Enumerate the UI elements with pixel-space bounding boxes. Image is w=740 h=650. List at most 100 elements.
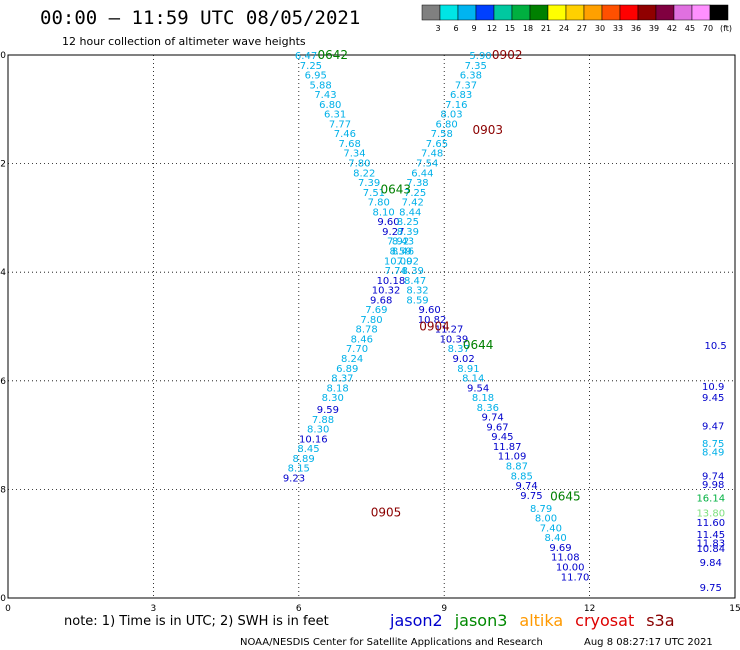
cycle-label: 0643 <box>380 183 411 197</box>
wave-height-label: 5.90 <box>469 51 491 62</box>
wave-height-label: 9.75 <box>520 491 542 502</box>
grid-lines <box>8 55 735 598</box>
wave-height-label: 6.83 <box>450 90 472 101</box>
y-tick-label: -30 <box>0 51 6 61</box>
cycle-labels: 0642 0902 0903 0643 0904 0644 0645 0905 <box>317 48 580 520</box>
wave-height-label: 9.84 <box>700 558 722 569</box>
wave-height-label: 7.43 <box>314 90 336 101</box>
wave-height-label: 8.47 <box>404 276 426 287</box>
satellite-name: cryosat <box>575 611 634 630</box>
wave-height-label: 8.91 <box>457 364 479 375</box>
footer-timestamp: Aug 8 08:27:17 UTC 2021 <box>584 637 713 648</box>
wave-height-label: 7.46 <box>334 129 356 140</box>
cycle-label: 0902 <box>492 48 523 62</box>
wave-height-label: 9.02 <box>452 354 474 365</box>
wave-height-label: 6.89 <box>336 364 358 375</box>
colorbar-label: 70 <box>703 24 713 33</box>
wave-height-label: 7.16 <box>445 100 467 111</box>
satellite-name: s3a <box>646 611 674 630</box>
axis-tick-labels: 0 3 6 9 12 15 -30 -32 -34 -36 -38 -40 <box>0 51 740 614</box>
wave-height-label: 6.80 <box>435 119 457 130</box>
colorbar-swatch <box>475 4 495 21</box>
colorbar-swatch <box>439 4 459 21</box>
wave-height-label: 5.88 <box>309 80 331 91</box>
wave-height-label: 6.47 <box>295 51 317 62</box>
wave-height-label: 10.32 <box>372 286 401 297</box>
wave-height-label: 9.60 <box>377 217 399 228</box>
wave-height-label: 6.38 <box>460 71 482 82</box>
wave-height-label: 10.39 <box>440 334 469 345</box>
colorbar-label: 24 <box>559 24 569 33</box>
wave-height-label: 7.37 <box>455 80 477 91</box>
cycle-label: 0905 <box>371 506 402 520</box>
wave-height-label: 7.88 <box>312 415 334 426</box>
wave-height-label: 8.59 <box>389 246 411 257</box>
wave-height-label: 8.22 <box>353 168 375 179</box>
wave-height-label: 8.46 <box>392 246 414 257</box>
wave-height-label: 9.59 <box>317 405 339 416</box>
wave-height-label: 8.89 <box>293 454 315 465</box>
wave-height-label: 9.74 <box>515 481 537 492</box>
wave-height-label: 8.15 <box>288 464 310 475</box>
wave-height-label: 7.35 <box>465 61 487 72</box>
wave-height-label: 9.54 <box>467 383 489 394</box>
wave-height-label: 8.36 <box>477 403 499 414</box>
colorbar-label: 18 <box>523 24 533 33</box>
colorbar-label: (ft) <box>720 24 732 33</box>
wave-height-label: 7.68 <box>339 139 361 150</box>
wave-height-label: 8.37 <box>448 344 470 355</box>
colorbar-label: 3 <box>435 24 440 33</box>
colorbar-label: 36 <box>631 24 641 33</box>
wave-height-label: 7.80 <box>368 198 390 209</box>
wave-height-label: 10.18 <box>377 276 406 287</box>
wave-height-label: 8.43 <box>392 237 414 248</box>
x-tick-label: 6 <box>296 604 302 614</box>
wave-height-label: 7.69 <box>365 305 387 316</box>
colorbar-legend: 3 6 9 12 15 18 21 24 27 30 33 36 39 42 45 70 (ft) <box>421 4 732 33</box>
wave-height-label: 9.75 <box>700 583 722 594</box>
wave-height-label: 8.39 <box>402 266 424 277</box>
wave-height-label: 8.40 <box>545 533 567 544</box>
wave-height-label: 8.14 <box>462 374 484 385</box>
wave-height-label: 8.39 <box>397 227 419 238</box>
satellite-name: altika <box>519 611 563 630</box>
wave-height-label: 10.5 <box>704 341 726 352</box>
wave-height-label: 7.92 <box>397 256 419 267</box>
wave-height-label: 8.59 <box>406 295 428 306</box>
colorbar-swatch <box>673 4 693 21</box>
wave-height-label: 8.37 <box>331 374 353 385</box>
wave-height-label: 11.87 <box>493 442 522 453</box>
wave-height-label: 8.44 <box>399 207 421 218</box>
wave-height-label: 8.79 <box>530 504 552 515</box>
chart-subtitle: 12 hour collection of altimeter wave hei… <box>62 35 306 48</box>
colorbar-swatch <box>457 4 477 21</box>
wave-height-label: 7.38 <box>406 178 428 189</box>
wave-height-label: 10.00 <box>556 563 585 574</box>
wave-height-label: 7.77 <box>329 119 351 130</box>
colorbar-label: 27 <box>577 24 587 33</box>
colorbar-label: 45 <box>685 24 695 33</box>
wave-height-label: 9.74 <box>482 413 504 424</box>
wave-height-label: 9.98 <box>702 480 724 491</box>
footer-note: note: 1) Time is in UTC; 2) SWH is in fe… <box>64 614 329 629</box>
colorbar-label: 42 <box>667 24 677 33</box>
wave-height-label: 8.45 <box>297 444 319 455</box>
wave-height-label: 9.27 <box>382 227 404 238</box>
wave-height-label: 7.34 <box>343 149 365 160</box>
chart-title: 00:00 – 11:59 UTC 08/05/2021 <box>40 7 360 29</box>
wave-height-points: 6.477.256.955.887.436.806.317.777.467.68… <box>283 51 727 594</box>
satellite-name: jason2 <box>389 611 443 630</box>
wave-height-label: 7.54 <box>416 159 438 170</box>
cycle-label: 0645 <box>550 489 581 503</box>
plot-frame <box>7 54 736 599</box>
wave-height-label: 7.70 <box>346 344 368 355</box>
wave-height-label: 8.24 <box>341 354 363 365</box>
wave-height-label: 8.85 <box>511 471 533 482</box>
wave-height-label: 8.78 <box>356 325 378 336</box>
wave-height-label: 8.46 <box>351 334 373 345</box>
colorbar-swatch <box>691 4 711 21</box>
wave-height-label: 9.45 <box>702 393 724 404</box>
cycle-label: 0904 <box>419 320 450 334</box>
colorbar-label: 30 <box>595 24 605 33</box>
